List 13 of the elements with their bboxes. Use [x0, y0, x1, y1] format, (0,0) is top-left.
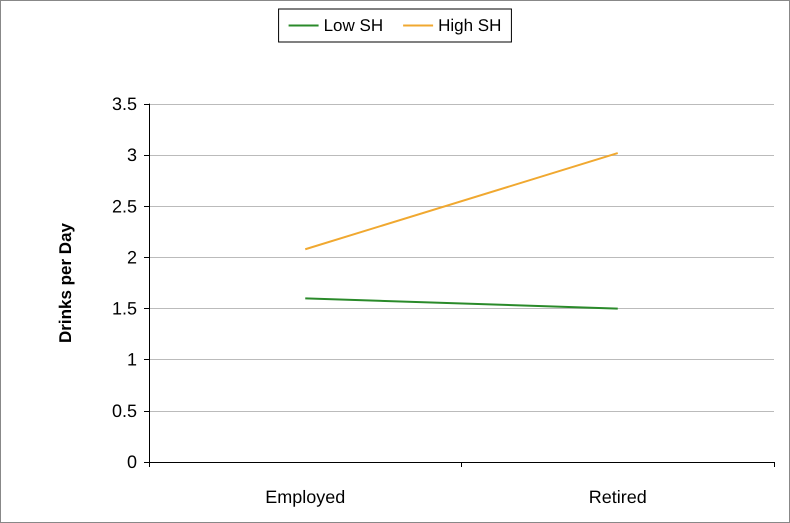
- y-tick-label: 3.5: [112, 94, 137, 114]
- y-axis-title: Drinks per Day: [56, 222, 75, 343]
- legend-label: Low SH: [324, 16, 384, 35]
- y-tick-label: 0: [126, 452, 137, 472]
- x-tick-label: Employed: [265, 487, 346, 507]
- legend-label: High SH: [438, 16, 502, 35]
- y-tick-label: 2: [126, 247, 137, 268]
- y-tick-label: 0.5: [112, 400, 137, 421]
- x-tick-label: Retired: [588, 487, 647, 507]
- y-tick-label: 1: [126, 350, 137, 370]
- y-tick-label: 3: [126, 145, 137, 166]
- y-tick-label: 2.5: [112, 196, 137, 216]
- y-tick-label: 1.5: [112, 298, 137, 319]
